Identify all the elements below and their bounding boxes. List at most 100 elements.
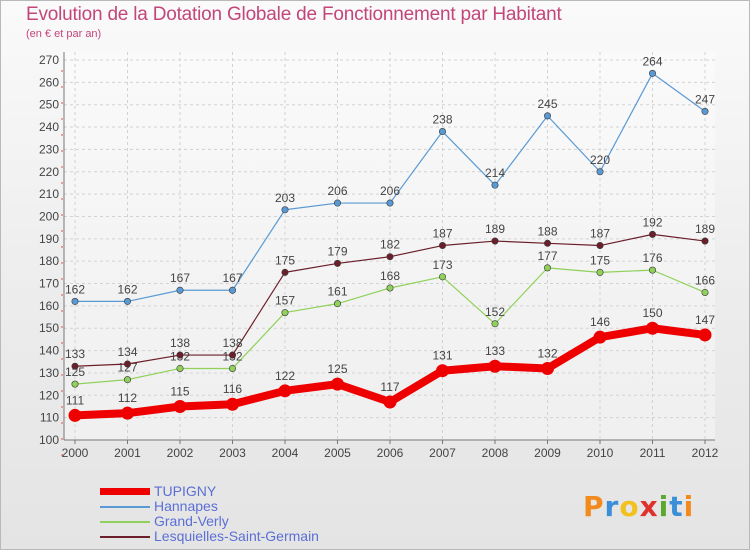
x-tick-label: 2001: [114, 446, 141, 460]
data-point: [68, 408, 82, 422]
data-point: [648, 69, 656, 77]
data-point: [386, 284, 394, 292]
data-label: 206: [327, 184, 347, 198]
data-label: 168: [380, 269, 400, 283]
data-point: [648, 230, 656, 238]
data-point: [543, 264, 551, 272]
y-tick-label: 210: [39, 187, 59, 201]
data-point: [124, 297, 132, 305]
data-label: 175: [590, 253, 610, 267]
data-label: 167: [222, 271, 242, 285]
data-point: [226, 397, 239, 411]
x-tick-label: 2007: [429, 446, 456, 460]
data-point: [491, 320, 499, 328]
data-label: 131: [432, 349, 452, 363]
data-point: [648, 266, 656, 274]
legend-label: Lesquielles-Saint-Germain: [154, 528, 319, 544]
data-label: 152: [485, 305, 505, 319]
data-label: 162: [65, 282, 85, 296]
data-point: [438, 242, 446, 250]
data-point: [543, 239, 551, 247]
y-tick-label: 260: [39, 75, 59, 89]
logo-letter: i: [683, 490, 695, 523]
data-label: 122: [275, 369, 295, 383]
y-tick-label: 140: [39, 344, 59, 358]
data-label: 167: [170, 271, 190, 285]
legend-item-grand-verly: Grand-Verly: [100, 513, 360, 529]
data-label: 206: [380, 184, 400, 198]
x-tick-label: 2005: [324, 446, 351, 460]
data-point: [71, 297, 79, 305]
logo-letter: r: [604, 490, 620, 523]
data-label: 161: [327, 285, 347, 299]
y-tick-label: 250: [39, 98, 59, 112]
data-point: [596, 168, 604, 176]
data-label: 138: [170, 336, 190, 350]
x-tick-label: 2011: [640, 446, 666, 460]
y-tick-label: 150: [39, 321, 59, 335]
data-label: 175: [275, 253, 295, 267]
data-label: 187: [432, 227, 452, 241]
data-label: 138: [222, 336, 242, 350]
logo-letter: o: [619, 490, 640, 523]
data-point: [491, 237, 499, 245]
data-point: [124, 376, 132, 384]
data-point: [701, 107, 709, 115]
legend-label: Grand-Verly: [154, 513, 229, 529]
data-point: [124, 360, 132, 368]
data-point: [71, 380, 79, 388]
data-point: [386, 199, 394, 207]
data-label: 132: [537, 346, 557, 360]
data-point: [593, 330, 607, 344]
x-tick-label: 2002: [167, 446, 194, 460]
data-point: [436, 364, 449, 378]
data-point: [596, 242, 604, 250]
data-label: 189: [485, 222, 505, 236]
data-label: 220: [590, 153, 610, 167]
data-point: [176, 286, 184, 294]
data-point: [438, 128, 446, 136]
legend-swatch: [100, 536, 150, 538]
data-label: 112: [118, 391, 137, 405]
data-point: [333, 199, 341, 207]
data-label: 162: [117, 282, 137, 296]
data-point: [229, 286, 237, 294]
data-label: 245: [537, 97, 557, 111]
data-point: [541, 361, 554, 375]
logo-letter: i: [658, 490, 670, 523]
y-tick-label: 160: [39, 299, 59, 313]
x-tick-label: 2012: [692, 446, 719, 460]
x-tick-label: 2000: [62, 446, 89, 460]
y-tick-label: 180: [39, 254, 59, 268]
data-label: 166: [695, 273, 715, 287]
data-point: [383, 395, 397, 409]
legend-item-lesquielles: Lesquielles-Saint-Germain: [100, 528, 360, 544]
data-label: 134: [117, 345, 137, 359]
data-label: 157: [275, 294, 295, 308]
legend-item-tupigny: TUPIGNY: [100, 483, 360, 499]
data-label: 133: [65, 347, 85, 361]
data-point: [281, 268, 289, 276]
data-label: 147: [695, 313, 715, 327]
data-label: 188: [537, 224, 557, 238]
data-point: [701, 288, 709, 296]
data-point: [229, 351, 237, 359]
x-tick-label: 2004: [272, 446, 299, 460]
legend-item-hannapes: Hannapes: [100, 498, 360, 514]
y-tick-label: 120: [39, 388, 59, 402]
y-tick-label: 110: [40, 411, 59, 425]
data-point: [333, 300, 341, 308]
y-tick-label: 220: [39, 165, 59, 179]
data-label: 179: [327, 244, 347, 258]
data-label: 264: [642, 54, 662, 68]
data-label: 177: [537, 249, 557, 263]
data-label: 116: [223, 382, 242, 396]
y-tick-label: 240: [39, 120, 59, 134]
data-point: [176, 351, 184, 359]
x-tick-label: 2006: [377, 446, 404, 460]
chart-title: Evolution de la Dotation Globale de Fonc…: [26, 4, 562, 25]
data-label: 111: [66, 393, 85, 407]
data-point: [491, 181, 499, 189]
